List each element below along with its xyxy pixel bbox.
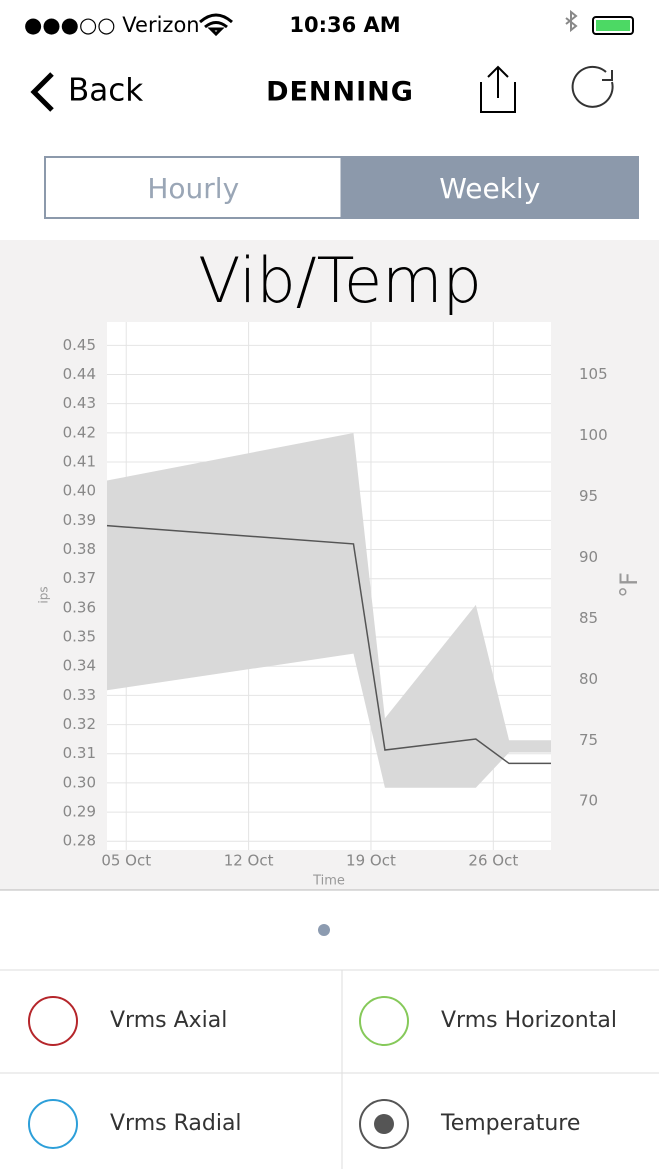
y-tick-label: 0.39 (63, 511, 96, 529)
y2-tick-label: 90 (579, 548, 598, 566)
y2-axis-label: °F (615, 572, 643, 598)
y-tick-label: 0.33 (63, 686, 96, 704)
range-band (107, 432, 551, 788)
legend-label[interactable]: Vrms Axial (110, 1008, 227, 1033)
legend-marker[interactable] (359, 996, 409, 1046)
legend-marker[interactable] (28, 996, 78, 1046)
x-tick-label: 05 Oct (101, 852, 151, 870)
share-icon[interactable] (480, 65, 516, 113)
y-tick-label: 0.44 (63, 365, 96, 383)
y2-tick-label: 100 (579, 426, 608, 444)
tab-label[interactable]: Weekly (439, 172, 540, 205)
legend-marker[interactable] (28, 1099, 78, 1149)
battery-level (596, 20, 630, 31)
y-tick-label: 0.37 (63, 569, 96, 587)
y-tick-label: 0.29 (63, 803, 96, 821)
wifi-icon (199, 13, 233, 37)
time: 10:36 AM (289, 13, 400, 37)
x-axis-label: Time (312, 874, 345, 889)
bluetooth-icon (565, 9, 578, 33)
tab[interactable] (44, 156, 343, 219)
y-tick-label: 0.34 (63, 657, 96, 675)
y2-tick-label: 80 (579, 670, 598, 688)
y-tick-label: 0.35 (63, 628, 96, 646)
page-dot-active[interactable] (318, 924, 330, 936)
y2-tick-label: 95 (579, 487, 598, 505)
y-axis-label: ips (37, 586, 51, 603)
x-tick-label: 26 Oct (468, 852, 518, 870)
series-line (106, 524, 551, 765)
tab-label[interactable]: Hourly (147, 172, 239, 205)
legend-marker-dot[interactable] (374, 1114, 394, 1134)
legend-marker[interactable] (359, 1099, 409, 1149)
y2-tick-label: 85 (579, 609, 598, 627)
y2-tick-label: 75 (579, 731, 598, 749)
refresh-icon[interactable] (571, 65, 614, 108)
legend-label[interactable]: Vrms Radial (110, 1111, 242, 1136)
carrier: ●●●○○ Verizon (24, 13, 200, 37)
legend-label[interactable]: Temperature (440, 1111, 580, 1136)
back-chevron[interactable] (30, 72, 54, 112)
y-tick-label: 0.43 (63, 394, 96, 412)
y2-tick-label: 105 (579, 365, 608, 383)
legend-label[interactable]: Vrms Horizontal (441, 1008, 617, 1033)
y2-tick-label: 70 (579, 792, 598, 810)
y-tick-label: 0.38 (63, 540, 96, 558)
y-tick-label: 0.45 (63, 336, 96, 354)
back-button[interactable]: Back (68, 73, 143, 109)
y-tick-label: 0.42 (63, 423, 96, 441)
y-tick-label: 0.30 (63, 773, 96, 791)
x-tick-label: 12 Oct (224, 852, 274, 870)
y-tick-label: 0.32 (63, 715, 96, 733)
page-dot[interactable] (352, 924, 364, 936)
y-tick-label: 0.36 (63, 598, 96, 616)
tab[interactable] (340, 156, 639, 219)
nav-title: DENNING (266, 77, 414, 108)
chart-title: Vib/Temp (198, 244, 482, 317)
y-tick-label: 0.41 (63, 453, 96, 471)
x-tick-label: 19 Oct (346, 852, 396, 870)
y-tick-label: 0.40 (63, 482, 96, 500)
battery-icon (592, 16, 634, 35)
y-tick-label: 0.28 (63, 832, 96, 850)
y-tick-label: 0.31 (63, 744, 96, 762)
